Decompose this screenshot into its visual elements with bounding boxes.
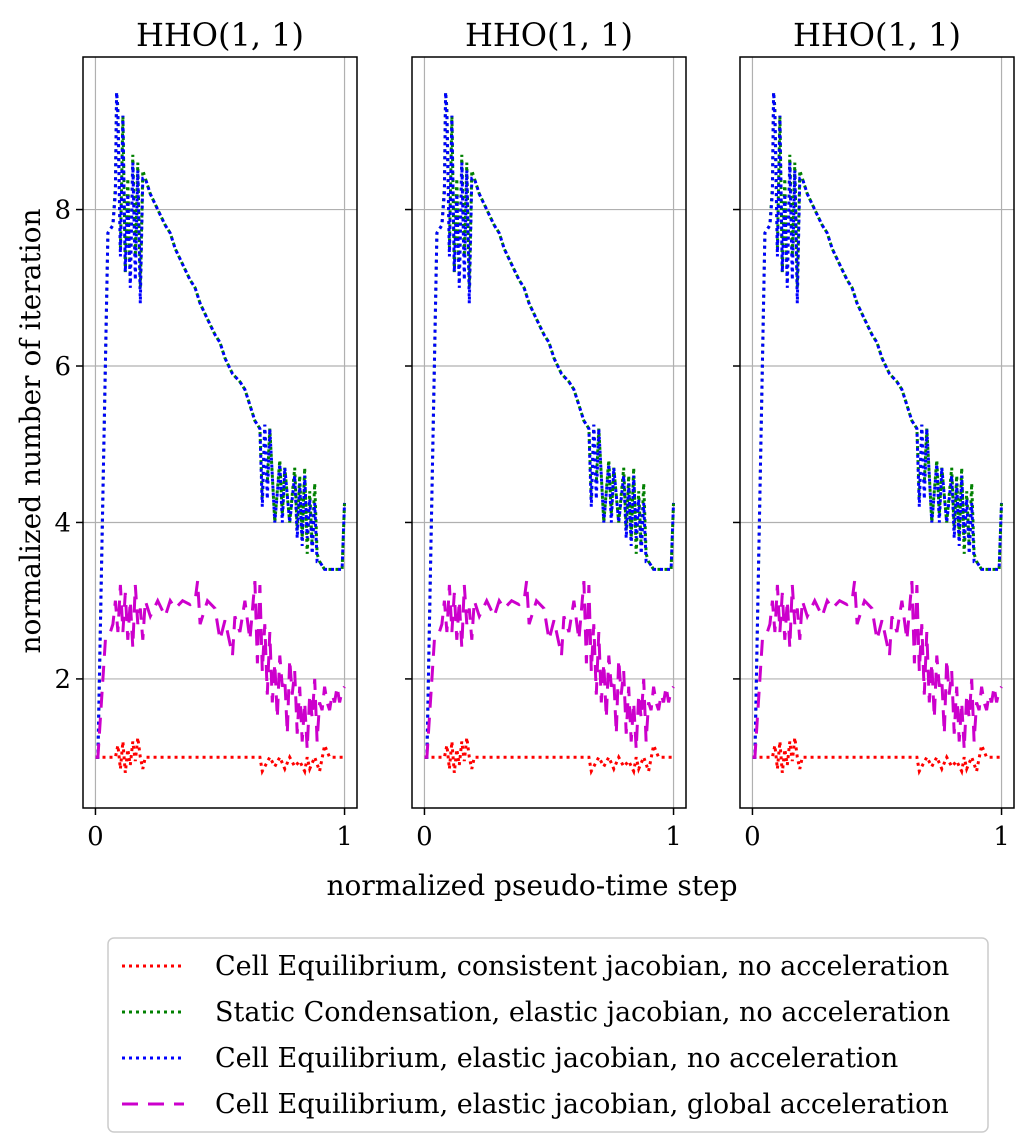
series-line-4 [752, 580, 1003, 759]
series-line-3 [752, 92, 1003, 759]
series-line-4 [424, 580, 675, 759]
y-tick-label: 8 [54, 196, 71, 226]
series-line-1 [95, 737, 345, 777]
panel-title: HHO(1, 1) [793, 16, 961, 54]
y-tick-label: 2 [54, 665, 71, 695]
series-line-1 [752, 737, 1002, 777]
plot-frame [739, 56, 1015, 809]
panel-3: 0 1 HHO(1, 1) [733, 16, 1015, 852]
panel-2: 0 1 HHO(1, 1) [405, 16, 687, 852]
y-tick-label: 4 [54, 508, 71, 538]
series-line-3 [424, 92, 675, 759]
plot-frame [82, 56, 358, 809]
x-tick-label: 0 [416, 822, 433, 852]
series-line-1 [424, 737, 674, 777]
legend-label-2: Static Condensation, elastic jacobian, n… [215, 997, 950, 1028]
panels-group: 2 4 6 8 0 1 HHO(1, 1) 0 1 HHO(1, 1) 0 1 HHO(1, 1) [54, 16, 1015, 852]
x-tick-label: 1 [336, 822, 353, 852]
legend: Cell Equilibrium, consistent jacobian, n… [107, 937, 989, 1133]
series-line-4 [95, 580, 346, 759]
y-axis-label: normalized number of iteration [14, 208, 47, 653]
panel-1: 2 4 6 8 0 1 HHO(1, 1) [54, 16, 358, 852]
legend-entries: Cell Equilibrium, consistent jacobian, n… [122, 951, 950, 1120]
x-axis-label: normalized pseudo-time step [326, 869, 737, 902]
x-tick-label: 1 [993, 822, 1010, 852]
plot-frame [411, 56, 687, 809]
panel-title: HHO(1, 1) [465, 16, 633, 54]
legend-label-4: Cell Equilibrium, elastic jacobian, glob… [215, 1089, 949, 1120]
legend-frame [107, 937, 989, 1133]
legend-label-3: Cell Equilibrium, elastic jacobian, no a… [215, 1043, 898, 1074]
x-tick-label: 1 [665, 822, 682, 852]
panel-title: HHO(1, 1) [136, 16, 304, 54]
x-tick-label: 0 [744, 822, 761, 852]
x-tick-label: 0 [87, 822, 104, 852]
series-line-3 [95, 92, 346, 759]
legend-label-1: Cell Equilibrium, consistent jacobian, n… [215, 951, 949, 982]
y-tick-label: 6 [54, 352, 71, 382]
